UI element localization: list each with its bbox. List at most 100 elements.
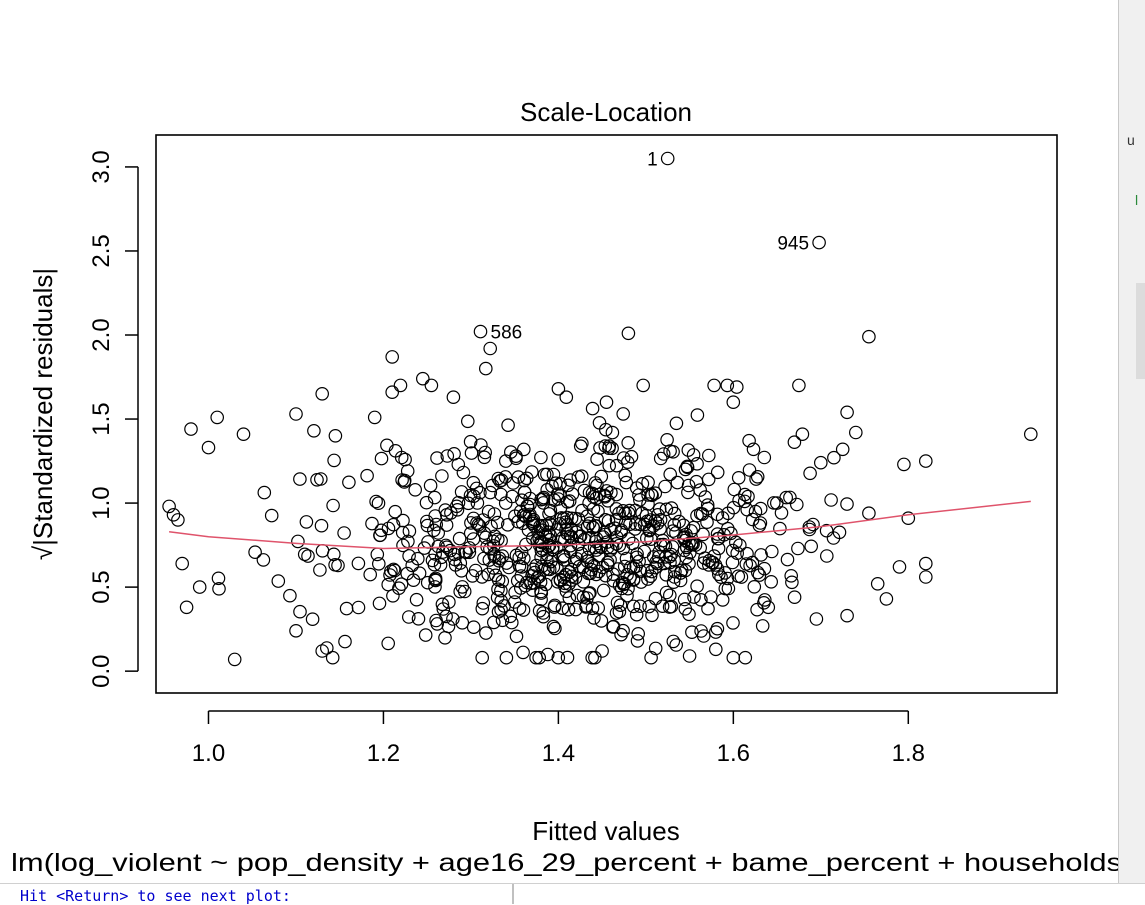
data-point: [804, 539, 818, 554]
data-point: [264, 508, 279, 523]
data-point: [750, 602, 764, 617]
data-point: [598, 422, 613, 437]
data-point: [901, 511, 916, 525]
data-point: [634, 575, 648, 589]
data-point: [784, 568, 798, 583]
data-point: [534, 492, 548, 507]
data-point: [426, 523, 441, 538]
data-point: [415, 371, 430, 386]
data-point: [648, 641, 663, 656]
data-point: [386, 517, 401, 532]
data-point: [386, 588, 400, 603]
data-point: [514, 569, 528, 583]
data-point: [386, 562, 401, 577]
data-point: [626, 599, 641, 614]
data-point: [374, 523, 389, 538]
data-point: [688, 538, 703, 552]
data-point: [580, 519, 595, 533]
data-point: [475, 570, 489, 584]
data-point: [540, 482, 554, 497]
data-point: [731, 569, 746, 583]
data-point: [710, 562, 725, 576]
data-point: [621, 435, 635, 450]
data-point: [694, 592, 708, 607]
data-point: [474, 438, 488, 452]
data-point: [529, 650, 543, 665]
x-tick-label: 1.0: [192, 740, 225, 767]
plot-canvas: Scale-Location Fitted values √|Standardi…: [11, 97, 1118, 877]
data-point: [819, 523, 834, 538]
data-point: [645, 608, 659, 623]
data-point: [1024, 427, 1038, 441]
data-point: [402, 524, 417, 538]
data-point: [678, 601, 693, 616]
data-point: [663, 467, 677, 482]
data-point: [625, 536, 640, 551]
data-point: [590, 478, 604, 493]
data-point: [470, 496, 485, 510]
data-point: [428, 571, 443, 586]
data-point: [456, 465, 471, 480]
data-point: [551, 650, 566, 665]
data-point: [757, 593, 772, 607]
data-point: [602, 439, 617, 453]
data-point: [666, 524, 680, 538]
x-tick-label: 1.4: [542, 740, 575, 767]
data-point: [491, 471, 506, 486]
data-point: [563, 473, 578, 487]
data-point: [809, 612, 824, 626]
data-point: [192, 580, 207, 594]
data-point: [630, 634, 645, 648]
data-point: [636, 378, 650, 393]
data-point: [711, 541, 726, 556]
data-point: [465, 569, 480, 583]
y-axis-label: √|Standardized residuals|: [28, 268, 58, 560]
data-point: [593, 441, 607, 455]
data-point: [573, 439, 588, 453]
data-point: [897, 457, 911, 472]
data-point: [478, 445, 492, 460]
data-point: [548, 621, 562, 636]
data-point: [667, 517, 682, 532]
data-point: [486, 534, 501, 549]
data-point: [162, 499, 176, 514]
data-point: [166, 507, 181, 522]
data-point: [171, 513, 185, 527]
data-point: [679, 540, 694, 555]
data-point: [211, 571, 226, 586]
data-point: [701, 601, 715, 616]
data-point: [370, 547, 385, 562]
data-point: [373, 528, 387, 542]
data-point: [439, 507, 454, 522]
data-point: [598, 568, 613, 583]
x-axis: 1.0 1.2 1.4 1.6 1.8: [192, 710, 925, 767]
data-point: [516, 442, 531, 457]
data-point: [557, 552, 572, 567]
data-point: [653, 537, 668, 552]
data-point: [589, 531, 604, 546]
data-point: [682, 556, 696, 571]
data-point: [297, 547, 312, 562]
data-point: [614, 627, 628, 642]
data-point: [835, 442, 850, 457]
data-point: [315, 644, 329, 658]
data-point: [520, 499, 535, 514]
data-point: [598, 489, 612, 504]
data-point: [360, 468, 374, 483]
data-point: [663, 444, 677, 458]
data-point: [517, 485, 532, 500]
data-point: [568, 511, 583, 526]
data-point: [490, 590, 505, 605]
data-point: [337, 526, 351, 540]
data-point: [179, 600, 194, 615]
data-point: [686, 448, 701, 462]
y-tick-label: 2.0: [88, 318, 115, 351]
data-point: [310, 472, 324, 487]
data-point: [629, 607, 644, 622]
data-point: [453, 556, 468, 570]
data-point: [596, 583, 611, 598]
data-point: [525, 583, 540, 597]
data-point: [210, 410, 224, 425]
data-point: [619, 475, 634, 490]
data-point: [791, 541, 805, 556]
